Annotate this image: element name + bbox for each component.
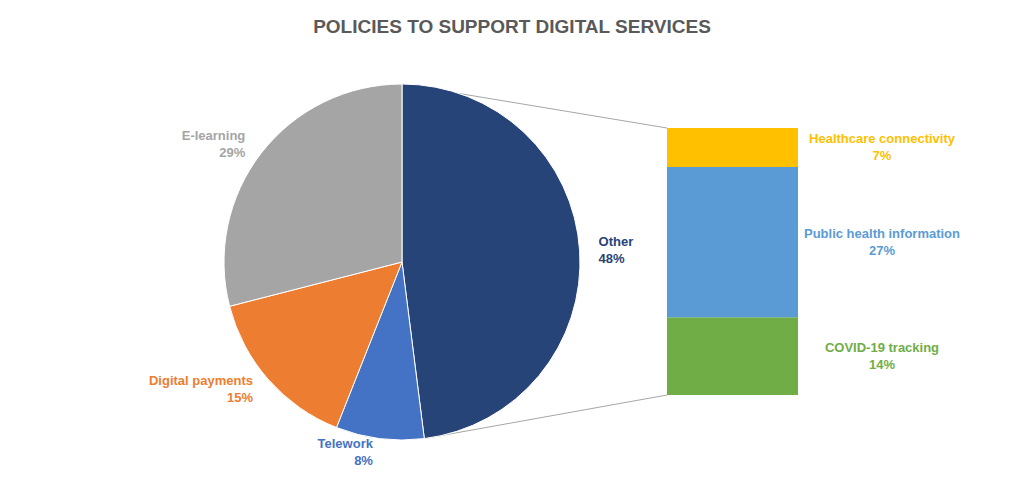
svg-text:COVID-19 tracking: COVID-19 tracking	[825, 340, 939, 355]
svg-text:Digital payments: Digital payments	[149, 373, 253, 388]
svg-text:7%: 7%	[873, 148, 892, 163]
svg-text:Healthcare connectivity: Healthcare connectivity	[809, 131, 956, 146]
svg-text:15%: 15%	[227, 390, 253, 405]
svg-text:POLICIES TO SUPPORT DIGITAL SE: POLICIES TO SUPPORT DIGITAL SERVICES	[313, 16, 711, 37]
svg-text:29%: 29%	[219, 145, 245, 160]
svg-text:Telework: Telework	[318, 436, 374, 451]
svg-text:8%: 8%	[354, 453, 373, 468]
svg-text:Other: Other	[599, 234, 634, 249]
svg-text:Public health information: Public health information	[804, 226, 960, 241]
svg-text:27%: 27%	[869, 243, 895, 258]
svg-text:48%: 48%	[599, 251, 625, 266]
svg-text:14%: 14%	[869, 357, 895, 372]
svg-text:E-learning: E-learning	[182, 128, 246, 143]
